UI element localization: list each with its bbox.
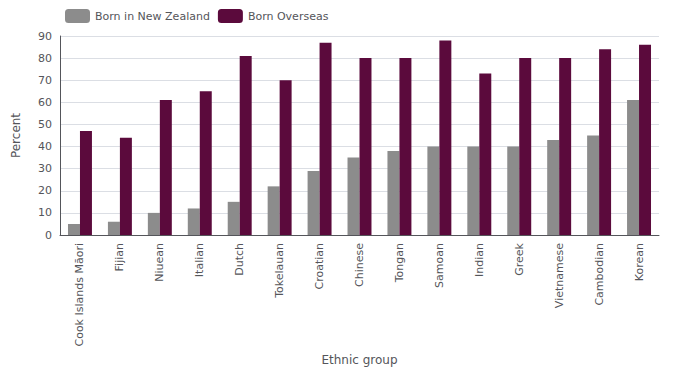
- svg-text:Korean: Korean: [633, 243, 646, 281]
- svg-text:Fijian: Fijian: [113, 243, 126, 271]
- svg-text:Greek: Greek: [513, 242, 526, 275]
- svg-text:20: 20: [38, 184, 52, 197]
- svg-text:50: 50: [38, 118, 52, 131]
- svg-text:90: 90: [38, 30, 52, 43]
- svg-text:Italian: Italian: [193, 243, 206, 277]
- svg-text:Niuean: Niuean: [153, 243, 166, 282]
- svg-text:Tokelauan: Tokelauan: [273, 243, 286, 299]
- svg-text:Samoan: Samoan: [433, 243, 446, 288]
- svg-text:40: 40: [38, 140, 52, 153]
- svg-text:Indian: Indian: [473, 243, 486, 277]
- svg-text:Vietnamese: Vietnamese: [553, 243, 566, 308]
- svg-text:60: 60: [38, 96, 52, 109]
- svg-text:Cook Islands Māori: Cook Islands Māori: [73, 243, 86, 347]
- svg-text:80: 80: [38, 52, 52, 65]
- svg-text:Tongan: Tongan: [393, 243, 406, 283]
- svg-text:Percent: Percent: [9, 113, 23, 158]
- svg-text:10: 10: [38, 206, 52, 219]
- svg-text:Dutch: Dutch: [233, 243, 246, 276]
- svg-text:Chinese: Chinese: [353, 243, 366, 287]
- svg-text:70: 70: [38, 74, 52, 87]
- svg-text:Born Overseas: Born Overseas: [248, 10, 329, 23]
- svg-text:Ethnic group: Ethnic group: [321, 353, 397, 367]
- svg-text:Cambodian: Cambodian: [593, 243, 606, 306]
- svg-text:Born in New Zealand: Born in New Zealand: [95, 10, 210, 23]
- svg-text:0: 0: [45, 229, 52, 242]
- svg-text:30: 30: [38, 162, 52, 175]
- svg-text:Croatian: Croatian: [313, 243, 326, 290]
